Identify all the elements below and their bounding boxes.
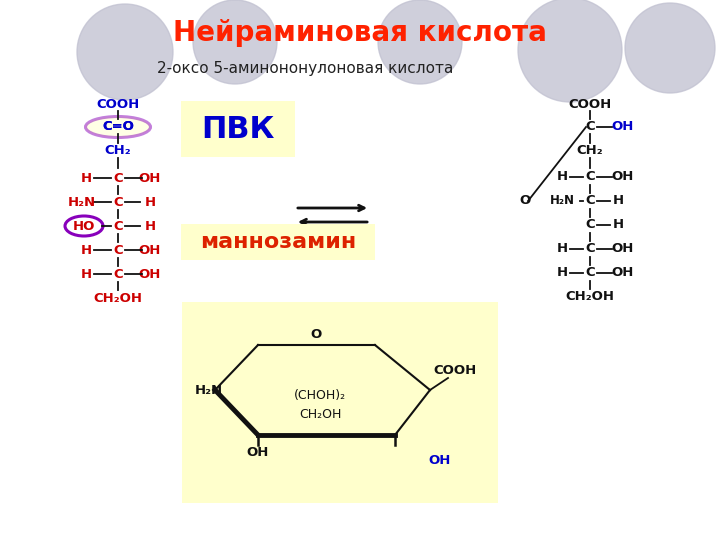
Text: OH: OH <box>247 447 269 460</box>
Text: H: H <box>557 267 567 280</box>
Text: H: H <box>145 219 156 233</box>
FancyBboxPatch shape <box>182 302 498 503</box>
Text: CH₂: CH₂ <box>577 145 603 158</box>
Text: H: H <box>81 172 91 185</box>
Text: H: H <box>81 244 91 256</box>
Text: OH: OH <box>612 242 634 255</box>
Circle shape <box>518 0 622 102</box>
Text: OH: OH <box>139 244 161 256</box>
Text: C: C <box>585 267 595 280</box>
Text: OH: OH <box>429 454 451 467</box>
Text: C: C <box>113 172 123 185</box>
Text: C=O: C=O <box>102 120 134 133</box>
Text: COOH: COOH <box>568 98 611 111</box>
Text: CH₂: CH₂ <box>104 145 131 158</box>
Text: маннозамин: маннозамин <box>200 232 356 252</box>
Text: C: C <box>585 171 595 184</box>
Text: C=O: C=O <box>102 120 134 133</box>
FancyBboxPatch shape <box>181 224 375 260</box>
Text: H: H <box>145 195 156 208</box>
Text: 2-оксо 5-аминононулоновая кислота: 2-оксо 5-аминононулоновая кислота <box>157 60 453 76</box>
Text: H₂N: H₂N <box>549 194 575 207</box>
Text: HO: HO <box>73 219 95 233</box>
Text: O: O <box>310 327 322 341</box>
FancyBboxPatch shape <box>181 101 295 157</box>
Text: H: H <box>557 242 567 255</box>
Text: Нейраминовая кислота: Нейраминовая кислота <box>173 19 547 47</box>
Ellipse shape <box>86 117 150 138</box>
Text: COOH: COOH <box>433 363 477 376</box>
Text: OH: OH <box>612 120 634 133</box>
Text: C: C <box>585 219 595 232</box>
Text: CH₂OH: CH₂OH <box>299 408 341 422</box>
Text: H₂N: H₂N <box>195 383 223 396</box>
Text: OH: OH <box>612 267 634 280</box>
Text: OH: OH <box>139 267 161 280</box>
Text: H: H <box>613 194 624 207</box>
Text: H: H <box>557 171 567 184</box>
Text: OH: OH <box>139 172 161 185</box>
Text: CH₂OH: CH₂OH <box>565 291 614 303</box>
Circle shape <box>378 0 462 84</box>
Text: C: C <box>113 195 123 208</box>
Text: C: C <box>585 242 595 255</box>
Text: H₂N: H₂N <box>68 195 96 208</box>
Text: C: C <box>113 219 123 233</box>
Text: (CHOH)₂: (CHOH)₂ <box>294 388 346 402</box>
Text: CH₂OH: CH₂OH <box>94 292 143 305</box>
Text: O: O <box>519 194 531 207</box>
Text: C: C <box>113 244 123 256</box>
Text: OH: OH <box>612 171 634 184</box>
Text: H: H <box>613 219 624 232</box>
Text: C: C <box>585 194 595 207</box>
Text: COOH: COOH <box>96 98 140 111</box>
Text: ПВК: ПВК <box>202 116 275 145</box>
Text: C: C <box>113 267 123 280</box>
Circle shape <box>193 0 277 84</box>
Text: H: H <box>81 267 91 280</box>
Circle shape <box>625 3 715 93</box>
Circle shape <box>77 4 173 100</box>
Text: C: C <box>585 120 595 133</box>
